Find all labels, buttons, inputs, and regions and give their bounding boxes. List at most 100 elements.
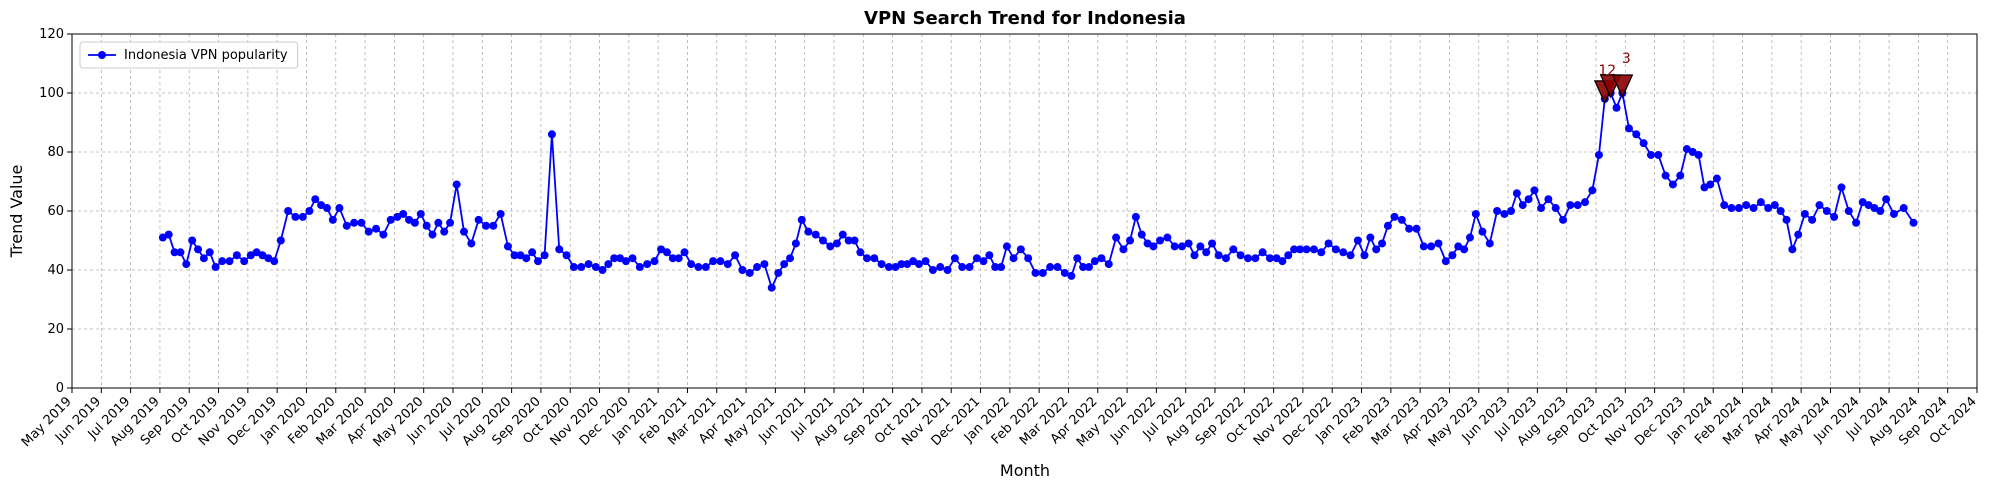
data-point bbox=[1588, 186, 1597, 195]
data-point bbox=[1378, 239, 1387, 248]
data-point bbox=[1412, 224, 1421, 233]
data-point bbox=[1507, 207, 1516, 215]
data-point bbox=[1594, 150, 1603, 159]
data-point bbox=[182, 260, 191, 269]
data-point bbox=[914, 260, 923, 269]
data-point bbox=[1706, 180, 1715, 189]
data-point bbox=[284, 207, 293, 215]
data-point bbox=[1046, 263, 1055, 272]
data-point bbox=[856, 248, 865, 257]
data-point bbox=[628, 254, 637, 263]
data-point bbox=[832, 239, 841, 248]
data-point bbox=[176, 248, 185, 257]
data-point bbox=[1137, 230, 1146, 239]
y-tick-label: 120 bbox=[39, 27, 64, 42]
data-point bbox=[928, 266, 937, 274]
data-point bbox=[1639, 139, 1648, 148]
data-point bbox=[416, 209, 425, 218]
data-point bbox=[1236, 251, 1245, 260]
data-point bbox=[533, 257, 542, 266]
data-point bbox=[1196, 242, 1205, 251]
data-point bbox=[745, 268, 754, 277]
data-point bbox=[604, 260, 613, 269]
data-point bbox=[610, 254, 619, 263]
data-point bbox=[225, 257, 234, 266]
data-point bbox=[819, 236, 828, 245]
data-point bbox=[731, 251, 740, 260]
data-point bbox=[1419, 242, 1428, 251]
data-point bbox=[811, 230, 820, 239]
data-point bbox=[164, 230, 173, 239]
legend-dot bbox=[98, 51, 106, 59]
data-point bbox=[399, 209, 408, 218]
data-point bbox=[1243, 254, 1252, 263]
data-point bbox=[270, 257, 279, 266]
data-point bbox=[410, 218, 419, 227]
data-point bbox=[1383, 221, 1392, 230]
data-point bbox=[1002, 242, 1011, 251]
data-point bbox=[1668, 180, 1677, 189]
data-point bbox=[232, 251, 241, 260]
data-point bbox=[591, 263, 600, 272]
data-point bbox=[1131, 212, 1140, 221]
data-point bbox=[1126, 236, 1135, 245]
data-point bbox=[753, 263, 762, 272]
data-point bbox=[1727, 204, 1736, 213]
data-point bbox=[1815, 201, 1824, 210]
data-point bbox=[240, 257, 249, 266]
data-point bbox=[364, 227, 373, 236]
data-point bbox=[1800, 209, 1809, 218]
data-point bbox=[1104, 260, 1113, 269]
y-tick-label: 40 bbox=[47, 263, 64, 278]
data-point bbox=[1734, 204, 1743, 213]
data-point bbox=[1390, 212, 1399, 221]
data-point bbox=[1346, 251, 1355, 260]
data-point bbox=[194, 245, 203, 254]
data-point bbox=[1360, 251, 1369, 260]
data-point bbox=[635, 263, 644, 272]
data-point bbox=[170, 248, 179, 257]
data-point bbox=[218, 257, 227, 266]
data-point bbox=[379, 230, 388, 239]
data-point bbox=[1060, 268, 1069, 277]
data-point bbox=[1844, 207, 1853, 215]
data-point bbox=[1317, 248, 1326, 257]
data-point bbox=[997, 263, 1006, 272]
data-point bbox=[1184, 239, 1193, 248]
data-point bbox=[503, 242, 512, 251]
data-point bbox=[467, 239, 476, 248]
data-point bbox=[1566, 201, 1575, 210]
annotation-marker bbox=[1611, 74, 1634, 99]
data-point bbox=[1434, 239, 1443, 248]
data-point bbox=[446, 218, 455, 227]
data-point bbox=[577, 263, 586, 272]
data-point bbox=[780, 260, 789, 269]
data-point bbox=[1512, 189, 1521, 198]
data-point bbox=[1339, 248, 1348, 257]
data-point bbox=[205, 248, 214, 257]
data-point bbox=[1808, 215, 1817, 224]
data-point bbox=[958, 263, 967, 272]
data-point bbox=[943, 266, 952, 274]
data-point bbox=[1676, 171, 1685, 180]
data-point bbox=[1749, 204, 1758, 213]
data-point bbox=[386, 215, 395, 224]
data-point bbox=[1190, 251, 1199, 260]
data-point bbox=[1353, 236, 1362, 245]
data-point bbox=[797, 215, 806, 224]
data-point bbox=[452, 180, 461, 189]
data-point bbox=[598, 266, 607, 274]
data-point bbox=[1038, 268, 1047, 277]
data-point bbox=[621, 257, 630, 266]
data-point bbox=[936, 263, 945, 272]
data-point bbox=[1822, 207, 1831, 215]
annotation-label: 1 bbox=[1598, 63, 1607, 79]
data-point bbox=[1654, 150, 1663, 159]
data-point bbox=[1518, 201, 1527, 210]
data-point bbox=[972, 254, 981, 263]
y-tick-label: 60 bbox=[47, 204, 64, 219]
data-point bbox=[305, 207, 314, 215]
data-point bbox=[1624, 124, 1633, 133]
data-point bbox=[1909, 218, 1918, 227]
